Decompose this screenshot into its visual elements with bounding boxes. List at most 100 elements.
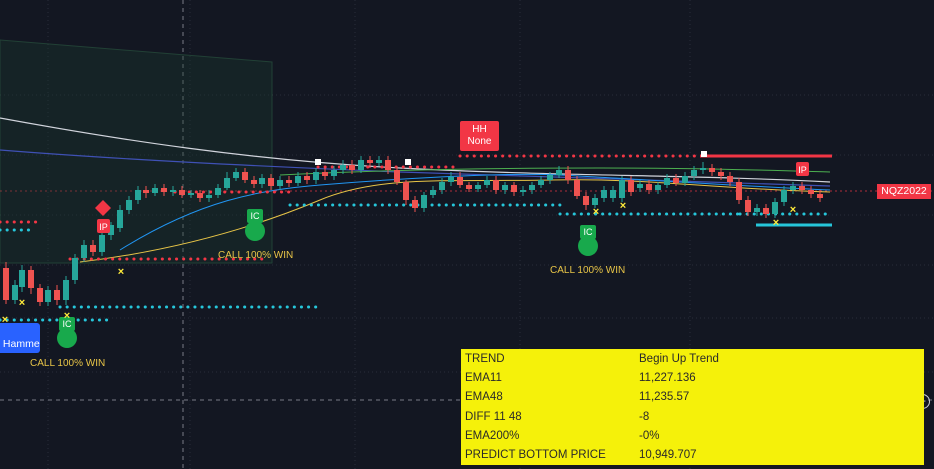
candle-86 — [772, 202, 778, 214]
candle-53 — [475, 185, 481, 189]
candle-31 — [277, 180, 283, 186]
candle-43 — [385, 160, 391, 170]
candle-19 — [170, 190, 176, 192]
candle-39 — [349, 165, 355, 170]
candle-24 — [215, 188, 221, 195]
info-value: 10,949.707 — [639, 449, 697, 462]
svg-text:×: × — [2, 314, 8, 326]
candle-72 — [646, 184, 652, 190]
info-row: TREND Begin Up Trend — [461, 349, 924, 368]
candle-91 — [817, 194, 823, 198]
candle-20 — [179, 190, 185, 195]
candle-35 — [313, 172, 319, 180]
candle-67 — [601, 190, 607, 198]
candle-44 — [394, 170, 400, 182]
info-key: DIFF 11 48 — [465, 410, 522, 423]
info-key: PREDICT BOTTOM PRICE — [465, 449, 606, 462]
candle-63 — [565, 170, 571, 180]
svg-text:×: × — [790, 204, 796, 216]
candle-78 — [700, 168, 706, 170]
call-win-label-1: CALL 100% WIN — [218, 250, 294, 261]
candle-65 — [583, 196, 589, 205]
candle-88 — [790, 186, 796, 190]
call-win-label-2: CALL 100% WIN — [550, 265, 626, 276]
info-value: 11,227.136 — [639, 371, 696, 384]
candle-84 — [754, 208, 760, 212]
candle-46 — [412, 200, 418, 208]
candle-70 — [628, 180, 634, 192]
candle-0 — [3, 268, 9, 300]
candle-32 — [286, 180, 292, 183]
candle-69 — [619, 180, 625, 198]
candle-49 — [439, 182, 445, 190]
ic-marker-3: IC — [63, 319, 73, 329]
candle-6 — [54, 290, 60, 300]
candle-60 — [538, 180, 544, 185]
svg-text:×: × — [64, 310, 70, 322]
info-row: PREDICT BOTTOM PRICE 10,949.707 — [461, 446, 924, 465]
candle-76 — [682, 176, 688, 183]
svg-text:×: × — [773, 217, 779, 229]
candle-1 — [12, 285, 18, 300]
candle-62 — [556, 170, 562, 175]
candle-27 — [242, 172, 248, 180]
candle-50 — [448, 177, 454, 182]
svg-text:×: × — [620, 200, 626, 212]
candle-13 — [117, 210, 123, 228]
candle-37 — [331, 170, 337, 176]
svg-text:×: × — [593, 206, 599, 218]
candle-54 — [484, 180, 490, 185]
candle-45 — [403, 182, 409, 200]
candle-42 — [376, 160, 382, 163]
candle-51 — [457, 177, 463, 185]
svg-text:×: × — [118, 266, 124, 278]
candle-40 — [358, 160, 364, 170]
candle-73 — [655, 185, 661, 190]
info-value: -8 — [639, 410, 650, 423]
candle-26 — [233, 172, 239, 178]
candle-77 — [691, 170, 697, 176]
info-value: -0% — [639, 429, 660, 442]
candle-68 — [610, 190, 616, 198]
info-table: TREND Begin Up Trend EMA11 11,227.136 EMA48 1… — [461, 349, 924, 465]
candle-87 — [781, 190, 787, 202]
candle-28 — [251, 180, 257, 184]
candle-9 — [81, 245, 87, 258]
candle-82 — [736, 182, 742, 200]
candle-58 — [520, 190, 526, 192]
candle-34 — [304, 176, 310, 180]
candle-52 — [466, 185, 472, 189]
hammer-label: Hammer — [0, 323, 40, 353]
candle-59 — [529, 185, 535, 190]
info-key: EMA48 — [465, 391, 503, 404]
candle-4 — [37, 288, 43, 302]
info-value: Begin Up Trend — [639, 352, 719, 365]
candle-56 — [502, 185, 508, 190]
info-row: EMA48 11,235.57 — [461, 388, 924, 407]
call-win-label-3: CALL 100% WIN — [30, 358, 106, 369]
info-row: DIFF 11 48 -8 — [461, 407, 924, 426]
info-key: TREND — [465, 352, 505, 365]
candle-89 — [799, 186, 805, 190]
candle-79 — [709, 168, 715, 172]
candle-22 — [197, 193, 203, 198]
svg-text:×: × — [19, 297, 25, 309]
ic-marker-1: IC — [251, 211, 261, 221]
info-key: EMA200% — [465, 429, 520, 442]
candle-80 — [718, 172, 724, 176]
candle-10 — [90, 245, 96, 252]
candle-17 — [152, 188, 158, 193]
info-value: 11,235.57 — [639, 391, 690, 404]
info-row: EMA11 11,227.136 — [461, 368, 924, 387]
candle-71 — [637, 184, 643, 188]
candle-29 — [259, 178, 265, 184]
candle-74 — [664, 178, 670, 185]
candle-61 — [547, 175, 553, 180]
hh-label: HH None — [460, 121, 499, 151]
candle-5 — [45, 290, 51, 302]
candle-66 — [592, 198, 598, 205]
candle-16 — [143, 190, 149, 193]
symbol-price-tag: NQZ2022 — [877, 184, 931, 199]
info-row: EMA200% -0% — [461, 426, 924, 445]
